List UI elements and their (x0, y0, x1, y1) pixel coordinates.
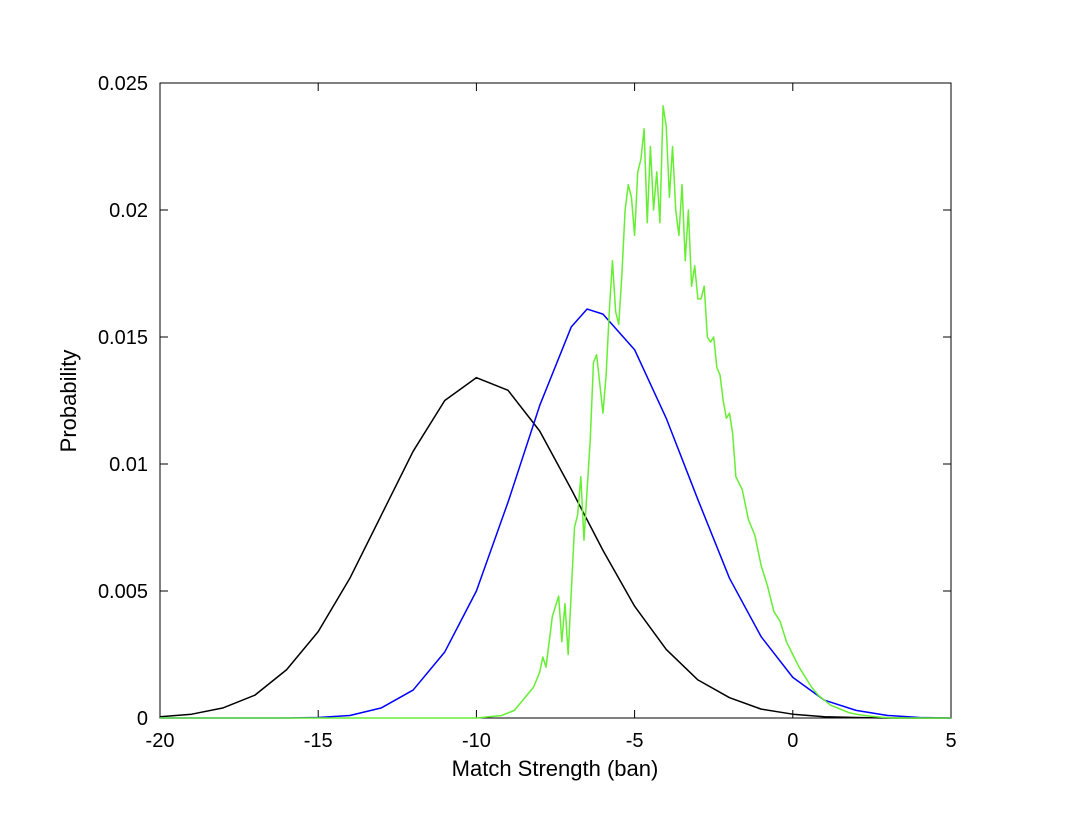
x-tick-label: -5 (626, 730, 644, 752)
y-tick-label: 0.025 (98, 73, 148, 95)
series-group (159, 105, 952, 719)
y-axis-label: Probability (56, 350, 81, 453)
y-tick-label: 0.01 (109, 454, 148, 476)
series-line-black (159, 376, 951, 719)
x-tick-label: -15 (304, 730, 333, 752)
y-tick-label: 0.005 (98, 581, 148, 603)
x-tick-label: -20 (146, 730, 175, 752)
x-tick-label: -10 (462, 730, 491, 752)
plot-area (159, 82, 952, 719)
x-axis-label: Match Strength (ban) (452, 756, 659, 781)
x-tick-label: 5 (945, 730, 956, 752)
y-tick-label: 0.02 (109, 200, 148, 222)
y-tick-label: 0 (137, 708, 148, 730)
y-tick-label: 0.015 (98, 327, 148, 349)
x-tick-label: 0 (787, 730, 798, 752)
tick-labels: -20 -15 -10 -5 0 5 0 0.005 0.01 0.015 0.02 0.025 (98, 73, 957, 752)
series-line-green (160, 105, 951, 719)
